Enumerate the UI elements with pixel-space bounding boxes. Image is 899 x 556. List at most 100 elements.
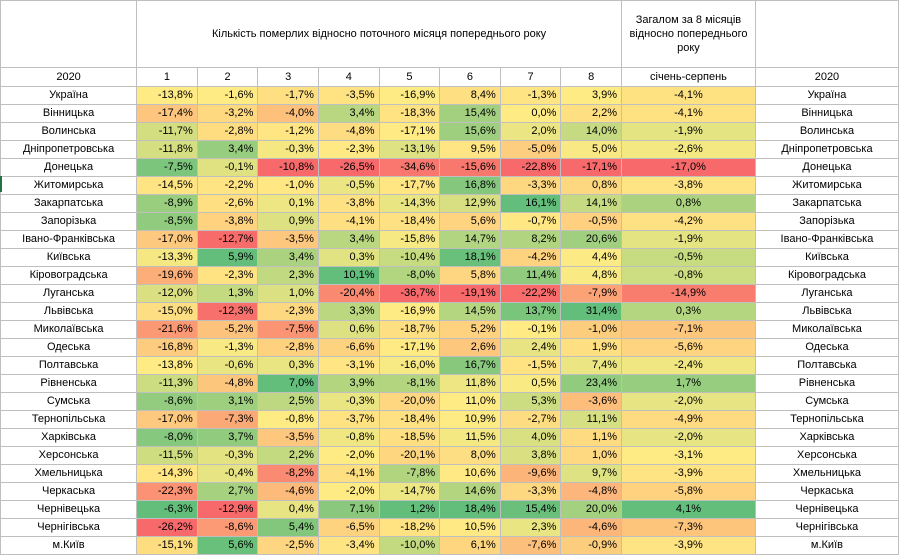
region-name-right[interactable]: Черкаська [754, 482, 899, 501]
month-header[interactable]: 3 [257, 67, 319, 87]
total-value-cell[interactable]: -7,1% [621, 320, 756, 339]
region-name[interactable]: Івано-Франківська [0, 230, 138, 249]
region-name[interactable]: Чернівецька [0, 500, 138, 519]
month-value-cell[interactable]: 3,3% [317, 302, 380, 321]
month-value-cell[interactable]: -0,4% [196, 464, 259, 483]
month-value-cell[interactable]: 10,9% [439, 410, 501, 429]
total-value-cell[interactable]: -2,0% [621, 392, 756, 411]
region-name-right[interactable]: Закарпатська [754, 194, 899, 213]
region-name-right[interactable]: Харківська [754, 428, 899, 447]
month-value-cell[interactable]: -17,7% [378, 176, 441, 195]
month-value-cell[interactable]: -0,5% [317, 176, 380, 195]
month-value-cell[interactable]: 23,4% [560, 374, 623, 393]
month-value-cell[interactable]: 2,6% [439, 338, 501, 357]
month-value-cell[interactable]: -5,2% [196, 320, 259, 339]
month-value-cell[interactable]: 3,4% [317, 104, 380, 123]
month-value-cell[interactable]: 0,0% [499, 104, 562, 123]
month-value-cell[interactable]: -14,7% [378, 482, 441, 501]
month-value-cell[interactable]: 10,5% [439, 518, 501, 537]
month-value-cell[interactable]: 31,4% [560, 302, 623, 321]
month-value-cell[interactable]: -4,0% [257, 104, 319, 123]
region-name[interactable]: Одеська [0, 338, 138, 357]
month-value-cell[interactable]: -17,1% [378, 338, 441, 357]
month-value-cell[interactable]: 0,3% [257, 356, 319, 375]
month-value-cell[interactable]: 7,4% [560, 356, 623, 375]
month-value-cell[interactable]: -17,0% [136, 410, 198, 429]
month-value-cell[interactable]: -13,1% [378, 140, 441, 159]
month-value-cell[interactable]: -3,5% [317, 86, 380, 105]
month-value-cell[interactable]: -0,3% [317, 392, 380, 411]
month-value-cell[interactable]: -3,3% [499, 176, 562, 195]
region-name[interactable]: Волинська [0, 122, 138, 141]
month-value-cell[interactable]: 5,8% [439, 266, 501, 285]
month-value-cell[interactable]: -18,5% [378, 428, 441, 447]
total-value-cell[interactable]: -17,0% [621, 158, 756, 177]
month-header[interactable]: 6 [439, 67, 501, 87]
region-name[interactable]: Чернігівська [0, 518, 138, 537]
total-value-cell[interactable]: -1,9% [621, 230, 756, 249]
total-value-cell[interactable]: -2,0% [621, 428, 756, 447]
month-value-cell[interactable]: 8,4% [439, 86, 501, 105]
month-value-cell[interactable]: -15,6% [439, 158, 501, 177]
subheader-year-right[interactable]: 2020 [754, 67, 899, 87]
month-value-cell[interactable]: 2,3% [257, 266, 319, 285]
region-name[interactable]: Хмельницька [0, 464, 138, 483]
region-name[interactable]: Донецька [0, 158, 138, 177]
region-name[interactable]: Житомирська [0, 176, 138, 195]
month-value-cell[interactable]: 15,6% [439, 122, 501, 141]
month-value-cell[interactable]: -7,8% [378, 464, 441, 483]
month-value-cell[interactable]: 5,4% [257, 518, 319, 537]
month-value-cell[interactable]: -6,5% [317, 518, 380, 537]
region-name-right[interactable]: Полтавська [754, 356, 899, 375]
month-value-cell[interactable]: -13,8% [136, 356, 198, 375]
month-value-cell[interactable]: -16,8% [136, 338, 198, 357]
month-value-cell[interactable]: -7,9% [560, 284, 623, 303]
month-value-cell[interactable]: 5,6% [196, 536, 259, 555]
month-value-cell[interactable]: 8,0% [439, 446, 501, 465]
month-value-cell[interactable]: -26,5% [317, 158, 380, 177]
month-value-cell[interactable]: -2,7% [499, 410, 562, 429]
month-value-cell[interactable]: 2,5% [257, 392, 319, 411]
month-value-cell[interactable]: -10,4% [378, 248, 441, 267]
month-value-cell[interactable]: -16,9% [378, 302, 441, 321]
region-name[interactable]: Черкаська [0, 482, 138, 501]
month-value-cell[interactable]: 2,3% [499, 518, 562, 537]
month-value-cell[interactable]: -7,5% [257, 320, 319, 339]
month-value-cell[interactable]: -26,2% [136, 518, 198, 537]
total-value-cell[interactable]: -2,4% [621, 356, 756, 375]
month-value-cell[interactable]: -8,2% [257, 464, 319, 483]
month-value-cell[interactable]: -4,8% [317, 122, 380, 141]
month-value-cell[interactable]: -7,6% [499, 536, 562, 555]
total-value-cell[interactable]: -4,2% [621, 212, 756, 231]
month-value-cell[interactable]: -3,2% [196, 104, 259, 123]
month-value-cell[interactable]: -0,3% [257, 140, 319, 159]
month-value-cell[interactable]: -7,5% [136, 158, 198, 177]
month-value-cell[interactable]: -12,7% [196, 230, 259, 249]
month-value-cell[interactable]: -18,3% [378, 104, 441, 123]
month-value-cell[interactable]: -2,3% [317, 140, 380, 159]
month-value-cell[interactable]: -0,1% [499, 320, 562, 339]
region-name-right[interactable]: Рівненська [754, 374, 899, 393]
month-value-cell[interactable]: 8,2% [499, 230, 562, 249]
month-value-cell[interactable]: 15,4% [499, 500, 562, 519]
month-value-cell[interactable]: -4,2% [499, 248, 562, 267]
month-value-cell[interactable]: -1,3% [196, 338, 259, 357]
month-value-cell[interactable]: 1,3% [196, 284, 259, 303]
month-value-cell[interactable]: 16,1% [499, 194, 562, 213]
month-value-cell[interactable]: -4,8% [196, 374, 259, 393]
month-value-cell[interactable]: 6,1% [439, 536, 501, 555]
month-value-cell[interactable]: -4,8% [560, 482, 623, 501]
month-value-cell[interactable]: -3,6% [560, 392, 623, 411]
month-value-cell[interactable]: 0,5% [499, 374, 562, 393]
region-name[interactable]: Луганська [0, 284, 138, 303]
total-value-cell[interactable]: -3,9% [621, 464, 756, 483]
month-value-cell[interactable]: -2,3% [257, 302, 319, 321]
month-value-cell[interactable]: -22,8% [499, 158, 562, 177]
region-name[interactable]: Полтавська [0, 356, 138, 375]
month-value-cell[interactable]: 14,0% [560, 122, 623, 141]
region-name[interactable]: Тернопільська [0, 410, 138, 429]
total-value-cell[interactable]: -4,1% [621, 86, 756, 105]
month-value-cell[interactable]: -11,8% [136, 140, 198, 159]
month-value-cell[interactable]: -18,4% [378, 410, 441, 429]
month-value-cell[interactable]: -1,5% [499, 356, 562, 375]
